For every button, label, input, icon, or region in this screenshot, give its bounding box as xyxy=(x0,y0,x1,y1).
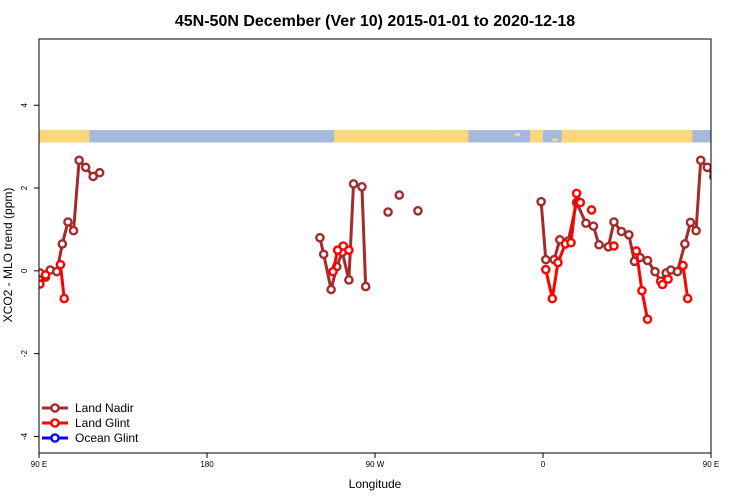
data-point-land-glint xyxy=(637,285,647,296)
data-point-land-nadir xyxy=(581,218,591,229)
map-strip-land-patch xyxy=(431,134,436,138)
data-point-land-nadir xyxy=(57,239,68,249)
data-point-land-nadir xyxy=(691,225,701,236)
map-strip-land-patch xyxy=(515,132,520,136)
data-point-land-glint xyxy=(575,197,586,208)
data-point-land-nadir xyxy=(588,221,599,231)
data-point-land-glint xyxy=(566,237,576,248)
series-line-land-glint xyxy=(58,264,66,299)
data-point-land-nadir xyxy=(650,266,660,277)
data-point-land-nadir xyxy=(609,217,619,227)
data-point-land-glint xyxy=(59,293,69,304)
map-strip-land xyxy=(529,130,543,143)
legend-item-land-glint: Land Glint xyxy=(42,416,130,430)
x-tick-label: 90 E xyxy=(703,460,719,469)
data-point-land-glint xyxy=(657,279,668,290)
plot-content xyxy=(39,155,724,325)
chart-title: 45N-50N December (Ver 10) 2015-01-01 to … xyxy=(175,13,575,30)
legend-item-land-nadir: Land Nadir xyxy=(42,401,134,415)
data-point-land-nadir xyxy=(80,162,91,173)
y-tick-label: -4 xyxy=(20,432,29,440)
map-strip-land-patch xyxy=(365,131,371,135)
data-point-land-glint xyxy=(609,241,619,251)
legend-label: Ocean Glint xyxy=(75,431,139,445)
data-point-land-nadir xyxy=(413,206,423,216)
data-point-land-nadir xyxy=(348,179,359,189)
data-point-land-nadir xyxy=(318,249,329,260)
legend-item-ocean-glint: Ocean Glint xyxy=(42,431,139,445)
data-point-land-nadir xyxy=(616,226,627,237)
x-tick-label: 0 xyxy=(541,460,546,469)
data-point-land-nadir xyxy=(680,239,690,249)
map-strip-land-patch xyxy=(608,132,614,136)
data-point-land-nadir xyxy=(536,196,546,207)
legend-label: Land Nadir xyxy=(75,401,134,415)
y-axis-ticks: -4 -2 0 2 4 xyxy=(20,102,39,440)
data-point-land-glint xyxy=(541,264,551,275)
data-point-land-glint xyxy=(631,246,642,256)
data-point-land-glint xyxy=(344,245,354,255)
data-point-land-glint xyxy=(553,257,563,268)
data-point-land-glint xyxy=(40,270,51,280)
data-point-land-nadir xyxy=(94,167,105,178)
data-point-land-nadir xyxy=(68,225,79,236)
series-line-land-glint xyxy=(681,265,690,299)
data-point-land-nadir xyxy=(344,275,354,285)
data-point-land-nadir xyxy=(74,155,84,166)
data-point-land-glint xyxy=(682,293,693,304)
y-tick-label: 2 xyxy=(20,185,29,190)
y-tick-label: 4 xyxy=(20,102,29,107)
legend-swatch-marker xyxy=(50,433,60,443)
map-strip-land xyxy=(333,130,469,143)
x-tick-label: 180 xyxy=(200,460,214,469)
data-point-land-glint xyxy=(55,259,66,270)
data-point-land-nadir xyxy=(685,217,696,228)
data-point-land-glint xyxy=(547,293,558,304)
series-land-glint xyxy=(39,188,693,325)
data-point-land-glint xyxy=(642,314,653,325)
map-strip-land xyxy=(561,130,693,143)
series-line-land-nadir xyxy=(318,182,368,291)
data-point-land-nadir xyxy=(326,284,336,295)
data-point-land-nadir xyxy=(360,281,371,292)
series-land-nadir xyxy=(39,155,724,295)
data-point-land-glint xyxy=(328,266,338,277)
legend-label: Land Glint xyxy=(75,416,130,430)
map-strip-land-patch xyxy=(337,133,343,137)
data-point-land-glint xyxy=(663,274,673,284)
x-tick-label: 90 W xyxy=(366,460,385,469)
data-point-land-glint xyxy=(39,279,45,289)
x-axis-ticks: 90 E 180 90 W 0 90 E xyxy=(31,453,719,469)
data-point-land-nadir xyxy=(315,232,325,243)
y-tick-label: -2 xyxy=(20,350,29,358)
data-point-land-glint xyxy=(571,188,582,199)
data-point-land-nadir xyxy=(642,255,653,266)
data-point-land-nadir xyxy=(594,239,604,250)
data-point-land-nadir xyxy=(624,230,634,240)
x-axis-label: Longitude xyxy=(349,477,402,491)
data-point-land-nadir xyxy=(394,190,405,200)
data-point-land-nadir xyxy=(702,162,711,173)
x-tick-label: 90 E xyxy=(31,460,47,469)
map-strip-land-patch xyxy=(552,138,558,142)
map-strip xyxy=(39,130,711,143)
data-point-land-nadir xyxy=(357,181,367,192)
map-strip-land xyxy=(39,130,90,143)
data-point-land-nadir xyxy=(383,207,393,217)
data-point-land-nadir xyxy=(63,217,73,227)
data-point-land-nadir xyxy=(541,254,551,265)
legend-swatch-marker xyxy=(50,418,60,428)
data-point-land-nadir xyxy=(672,266,683,277)
y-axis-label: XCO2 - MLO trend (ppm) xyxy=(1,188,15,323)
legend-swatch-marker xyxy=(50,403,60,413)
data-point-land-nadir xyxy=(695,155,706,166)
data-point-land-nadir xyxy=(717,169,724,176)
data-point-land-glint xyxy=(586,205,597,215)
y-tick-label: 0 xyxy=(20,268,29,273)
data-point-land-glint xyxy=(678,260,688,271)
